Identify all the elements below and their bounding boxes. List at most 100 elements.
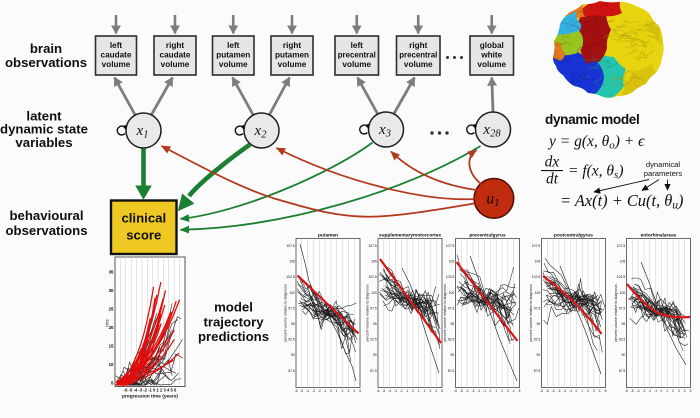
- svg-text:5: 5: [605, 389, 607, 393]
- svg-text:score: score: [126, 228, 161, 243]
- svg-text:caudate: caudate: [101, 50, 132, 59]
- svg-text:35: 35: [109, 270, 114, 275]
- svg-text:-1: -1: [654, 389, 657, 393]
- svg-text:precentral: precentral: [338, 50, 376, 59]
- svg-text:-4: -4: [388, 389, 391, 393]
- svg-text:1: 1: [336, 389, 338, 393]
- svg-text:volume: volume: [161, 60, 190, 69]
- svg-text:0: 0: [661, 389, 663, 393]
- svg-text:precentralgyrus: precentralgyrus: [469, 233, 506, 239]
- svg-text:90: 90: [537, 353, 541, 357]
- svg-text:0: 0: [490, 389, 492, 393]
- svg-text:putamen: putamen: [318, 233, 338, 239]
- svg-text:105: 105: [371, 260, 377, 264]
- svg-text:dt: dt: [546, 171, 559, 188]
- svg-text:-5: -5: [546, 389, 549, 393]
- svg-text:92.5: 92.5: [448, 338, 455, 342]
- svg-text:entorhinalareas: entorhinalareas: [641, 233, 677, 239]
- svg-text:volume: volume: [278, 60, 307, 69]
- svg-text:90: 90: [373, 353, 377, 357]
- svg-text:3: 3: [507, 389, 509, 393]
- svg-text:dynamical: dynamical: [646, 160, 680, 169]
- svg-text:5: 5: [111, 381, 114, 386]
- svg-text:3: 3: [593, 389, 595, 393]
- svg-text:-1: -1: [406, 389, 409, 393]
- svg-text:percent volume relative to dia: percent volume relative to diagnosis: [529, 284, 533, 342]
- svg-text:10: 10: [109, 362, 114, 367]
- svg-text:95: 95: [537, 322, 541, 326]
- svg-text:white: white: [480, 50, 502, 59]
- svg-text:postcentralgyrus: postcentralgyrus: [554, 233, 593, 239]
- svg-text:3: 3: [348, 389, 350, 393]
- svg-text:4: 4: [599, 389, 601, 393]
- svg-text:1: 1: [581, 389, 583, 393]
- svg-text:parameters: parameters: [644, 169, 683, 178]
- svg-text:30: 30: [109, 288, 114, 293]
- svg-text:-3: -3: [558, 389, 561, 393]
- svg-text:latent: latent: [26, 108, 62, 123]
- svg-text:-4: -4: [466, 389, 469, 393]
- svg-text:97.5: 97.5: [619, 306, 626, 310]
- svg-text:25: 25: [109, 307, 114, 312]
- svg-text:95: 95: [451, 322, 455, 326]
- svg-text:102.5: 102.5: [532, 275, 541, 279]
- svg-text:107.5: 107.5: [532, 244, 541, 248]
- svg-text:percent volume relative to dia: percent volume relative to diagnosis: [614, 284, 618, 342]
- svg-text:model: model: [214, 300, 253, 315]
- svg-text:97.5: 97.5: [288, 306, 295, 310]
- svg-text:4: 4: [353, 389, 355, 393]
- svg-text:107.5: 107.5: [446, 244, 455, 248]
- svg-text:dx: dx: [545, 154, 560, 171]
- svg-text:100: 100: [449, 291, 455, 295]
- svg-text:97.5: 97.5: [370, 306, 377, 310]
- svg-text:-1: -1: [324, 389, 327, 393]
- svg-text:-4: -4: [552, 389, 555, 393]
- svg-text:0: 0: [576, 389, 578, 393]
- svg-text:volume: volume: [477, 60, 506, 69]
- svg-text:2: 2: [587, 389, 589, 393]
- svg-text:100: 100: [535, 291, 541, 295]
- svg-text:right: right: [166, 41, 184, 50]
- svg-text:4: 4: [513, 389, 515, 393]
- svg-text:-4: -4: [306, 389, 309, 393]
- svg-text:-5: -5: [460, 389, 463, 393]
- svg-text:left: left: [227, 41, 240, 50]
- svg-text:precentral: precentral: [399, 50, 437, 59]
- svg-text:1: 1: [495, 389, 497, 393]
- svg-text:-6: -6: [295, 389, 298, 393]
- svg-text:-5: -5: [382, 389, 385, 393]
- svg-text:-2: -2: [477, 389, 480, 393]
- svg-text:behavioural: behavioural: [9, 208, 83, 223]
- svg-text:105: 105: [535, 260, 541, 264]
- svg-text:105: 105: [449, 260, 455, 264]
- svg-text:right: right: [409, 41, 427, 50]
- svg-text:95: 95: [291, 322, 295, 326]
- svg-text:105: 105: [620, 260, 626, 264]
- svg-text:-6: -6: [540, 389, 543, 393]
- svg-text:1: 1: [666, 389, 668, 393]
- svg-text:107.5: 107.5: [368, 244, 377, 248]
- svg-text:102.5: 102.5: [446, 275, 455, 279]
- svg-text:-6 -5 -4 -3 -2 -1 0 1 2 3 4 5: -6 -5 -4 -3 -2 -1 0 1 2 3 4 5 6: [124, 388, 177, 393]
- svg-text:brain: brain: [30, 41, 62, 56]
- svg-text:5: 5: [441, 389, 443, 393]
- svg-text:dynamic model: dynamic model: [545, 112, 639, 127]
- svg-text:90: 90: [622, 353, 626, 357]
- svg-text:-5: -5: [631, 389, 634, 393]
- svg-text:92.5: 92.5: [370, 338, 377, 342]
- svg-text:putamen: putamen: [275, 50, 309, 59]
- svg-text:-2: -2: [648, 389, 651, 393]
- svg-text:95: 95: [622, 322, 626, 326]
- svg-text:102.5: 102.5: [617, 275, 626, 279]
- svg-text:4: 4: [435, 389, 437, 393]
- svg-text:observations: observations: [5, 223, 87, 238]
- svg-text:3: 3: [678, 389, 680, 393]
- svg-text:87.5: 87.5: [619, 369, 626, 373]
- svg-text:0: 0: [330, 389, 332, 393]
- svg-text:87.5: 87.5: [370, 369, 377, 373]
- svg-text:dynamic state: dynamic state: [0, 122, 88, 137]
- svg-text:volume: volume: [102, 60, 131, 69]
- svg-text:87.5: 87.5: [288, 369, 295, 373]
- svg-text:left: left: [351, 41, 364, 50]
- svg-text:y = g(x, θo) + ϵ: y = g(x, θo) + ϵ: [547, 133, 645, 152]
